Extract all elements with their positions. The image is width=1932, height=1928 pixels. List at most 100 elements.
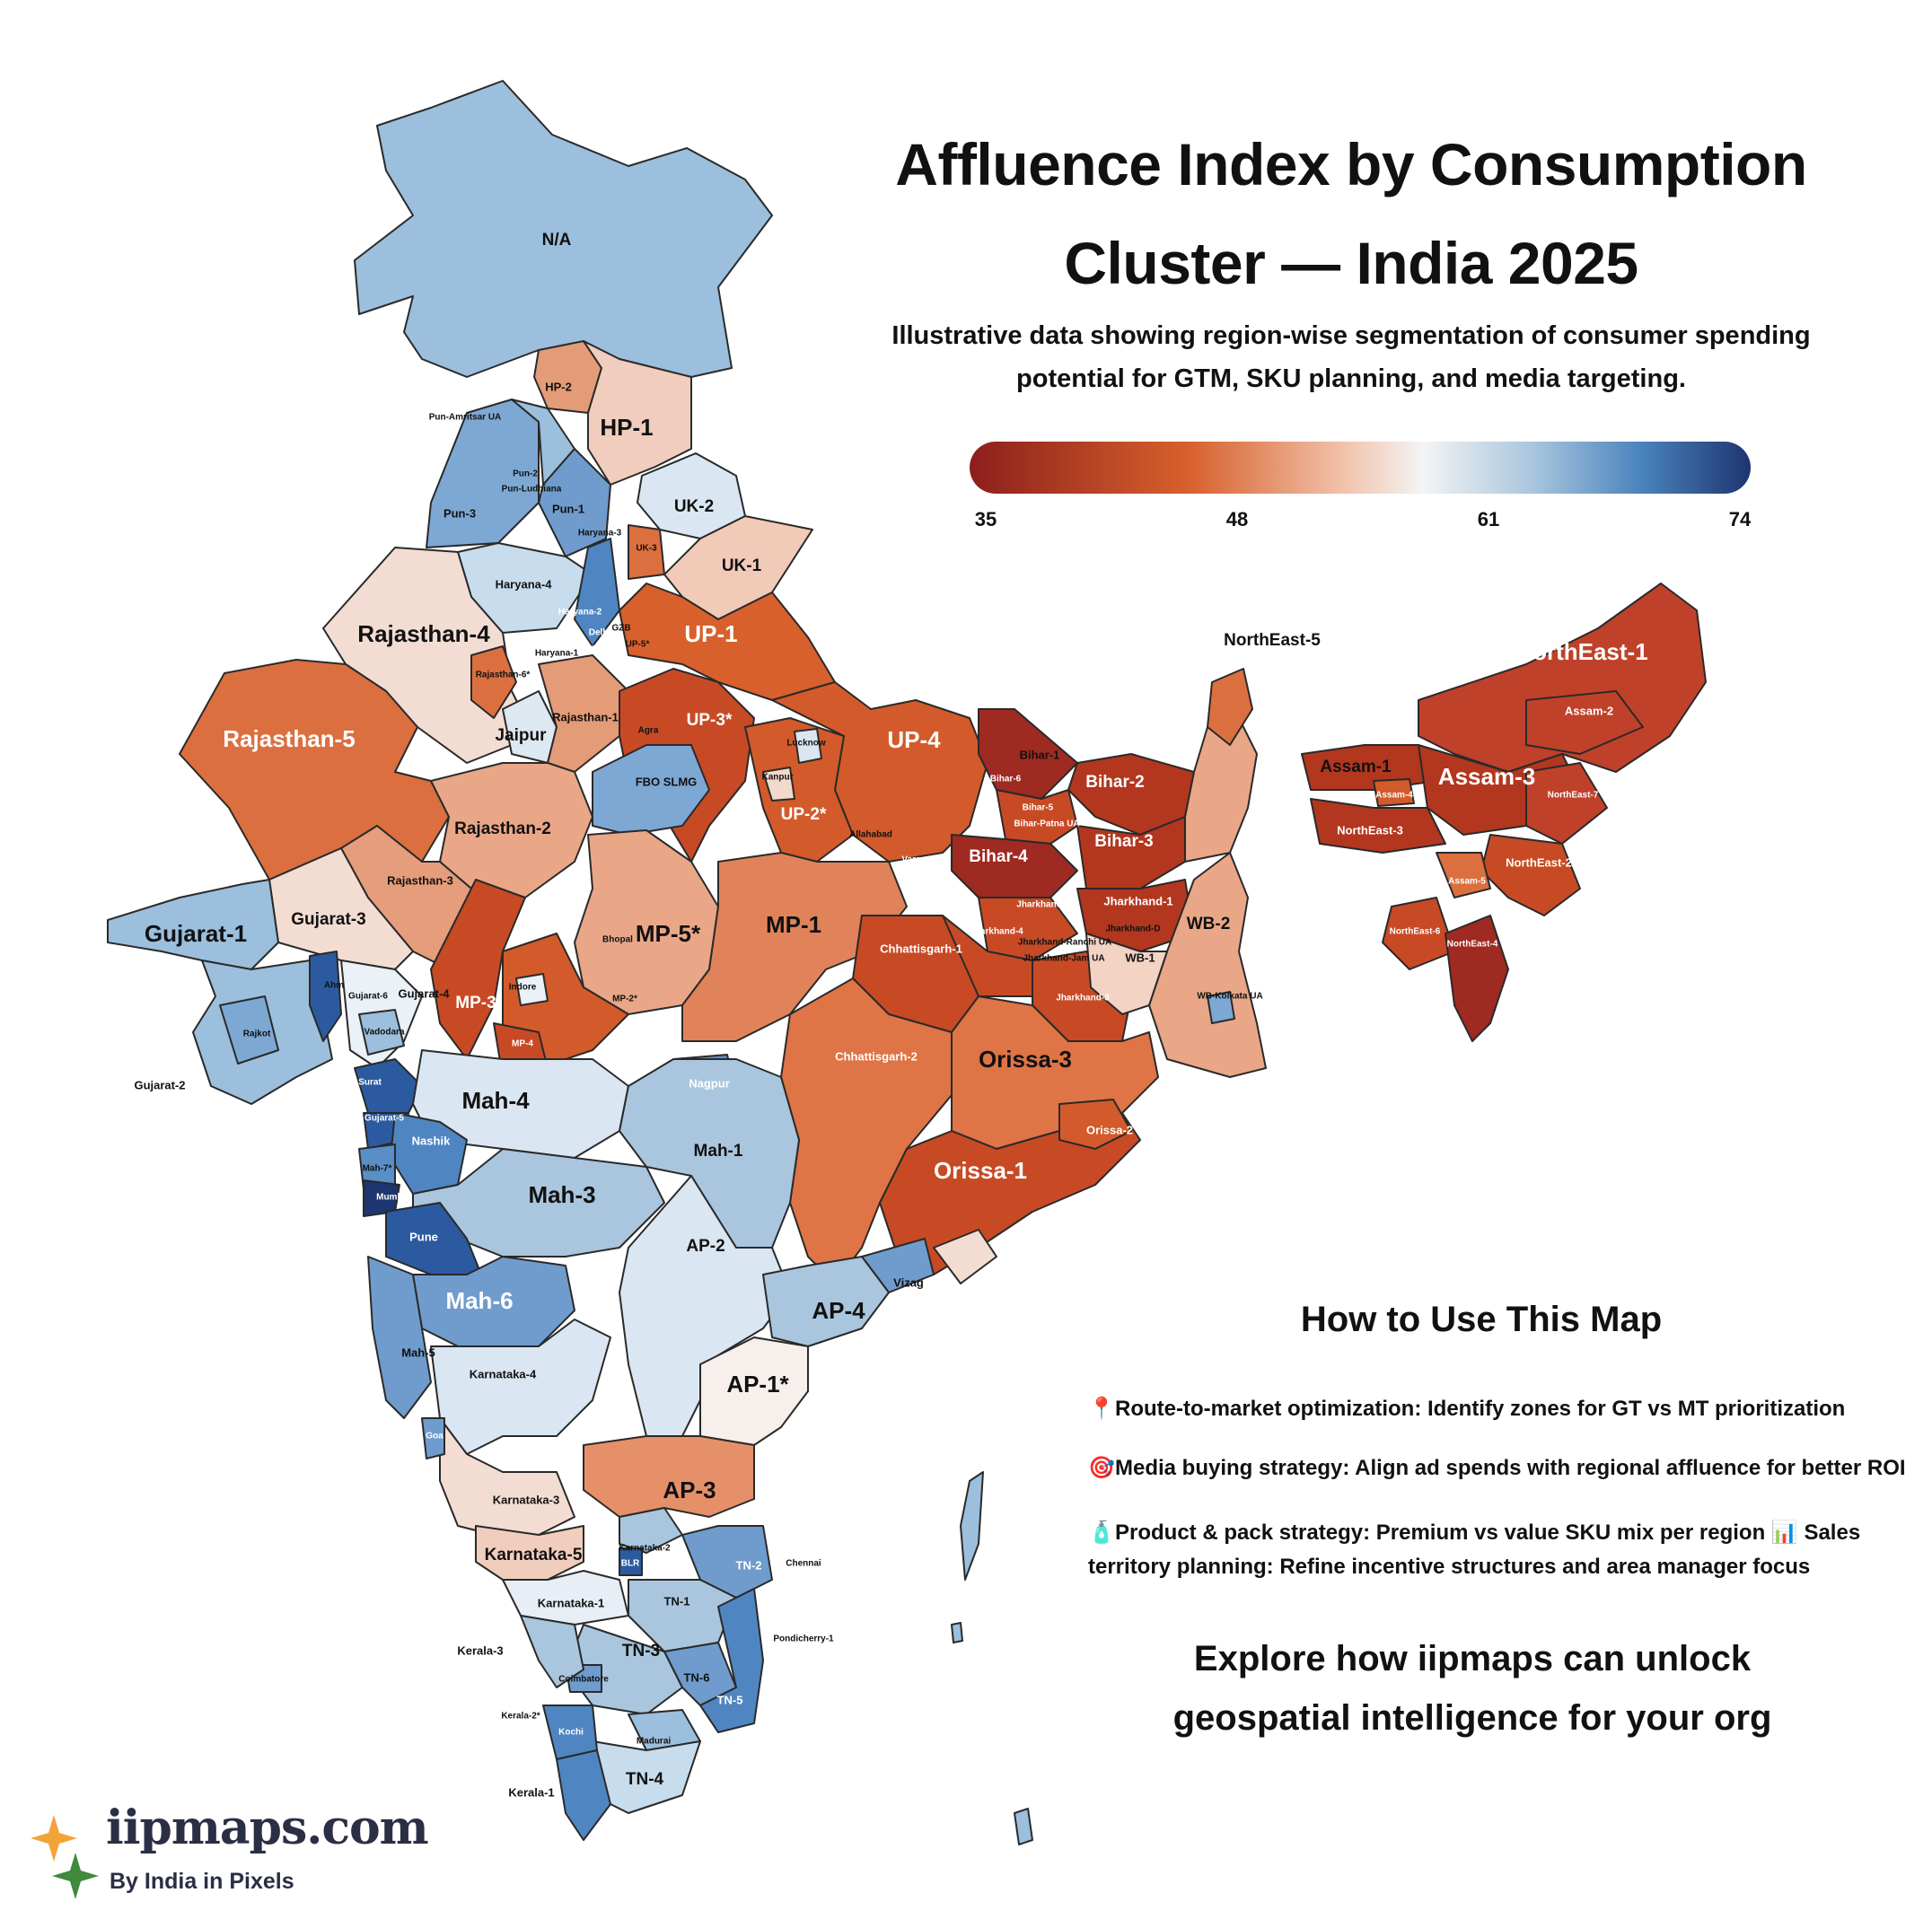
label-ahm: Ahm [324,981,344,991]
label-bihar6: Bihar-6 [990,775,1022,784]
label-gzb: GZB [611,624,630,634]
how-to-use-heading: How to Use This Map [1300,1300,1663,1339]
region-assam-5[interactable] [1436,852,1491,898]
label-ne2: NorthEast-2 [1506,855,1572,869]
label-chennai: Chennai [786,1559,821,1569]
region-bihar-4[interactable] [951,834,1078,898]
region-karnataka-3[interactable] [439,1417,575,1536]
label-mah4: Mah-4 [461,1087,530,1114]
label-haryana2: Haryana-2 [558,608,602,618]
label-hp1: HP-1 [600,414,653,441]
label-allahabad: Allahabad [849,830,892,840]
region-gujarat-1[interactable] [107,879,279,970]
region-ap-4[interactable] [762,1256,890,1347]
label-up2: UP-2* [781,805,827,824]
region-hp-1[interactable] [583,340,692,486]
label-assam2: Assam-2 [1565,704,1613,717]
label-mp1: MP-1 [766,911,821,938]
label-kerala2: Kerala-2* [501,1712,540,1722]
region-bihar-5[interactable] [996,789,1078,845]
label-ne4: NorthEast-4 [1447,940,1498,950]
label-madurai: Madurai [637,1737,672,1747]
label-fbo: FBO SLMG [636,775,698,788]
label-wb2: WB-2 [1187,915,1231,933]
label-pune: Pune [409,1230,438,1243]
region-mp-1[interactable] [681,852,908,1042]
label-kerala3: Kerala-3 [457,1643,503,1657]
label-hp2: HP-2 [545,380,572,393]
region-rajasthan-1[interactable] [538,654,629,773]
region-vadodara[interactable] [358,1009,405,1056]
how-to-use-text-3: Product & pack strategy: Premium vs valu… [1088,1520,1861,1579]
label-bihar4: Bihar-4 [969,847,1028,866]
region-karnataka-5[interactable] [475,1525,584,1581]
label-assam1: Assam-1 [1320,758,1392,776]
region-ahm[interactable] [309,951,342,1042]
label-jaipur: Jaipur [495,726,547,745]
region-northeast-3[interactable] [1310,798,1446,854]
region-fbo-slmg[interactable] [592,744,710,836]
label-guj5: Gujarat-5 [364,1114,404,1124]
region-wb-kolkata[interactable] [1207,991,1235,1024]
region-rajkot[interactable] [219,995,279,1065]
label-vizag: Vizag [893,1275,924,1289]
region-ap-3[interactable] [583,1435,755,1518]
region-northeast-7[interactable] [1525,762,1608,845]
region-indore[interactable] [515,973,549,1006]
region-tn-5[interactable] [699,1588,764,1733]
region-assam-4[interactable] [1373,778,1415,807]
label-lucknow: Lucknow [786,739,826,749]
label-up5: UP-5* [626,640,650,650]
how-to-use-text-1: Route-to-market optimization: Identify z… [1115,1397,1846,1421]
region-northeast-5[interactable] [1207,668,1253,746]
pin-icon: 📍 [1088,1397,1115,1421]
region-blr[interactable] [619,1547,643,1576]
region-northeast-2[interactable] [1480,834,1581,916]
orange-star-icon [31,1815,77,1862]
region-lucknow[interactable] [794,728,822,764]
region-islands-andaman-2[interactable] [951,1622,963,1643]
brand-star-icon [31,1815,99,1899]
region-pun-1[interactable] [538,448,611,557]
region-rajasthan-6[interactable] [470,645,517,719]
label-assam5: Assam-5 [1448,877,1486,887]
region-up-2[interactable] [744,717,854,863]
region-wb-1[interactable] [1085,933,1168,1015]
region-kerala-1[interactable] [556,1749,611,1841]
label-ap3: AP-3 [663,1477,716,1503]
region-goa[interactable] [421,1417,445,1459]
label-pun3: Pun-3 [443,506,476,520]
label-assam3: Assam-3 [1438,763,1535,790]
region-northeast-6[interactable] [1382,897,1455,970]
label-rajkot: Rajkot [243,1030,271,1039]
region-mah-1[interactable] [619,1058,800,1249]
region-mah-5[interactable] [367,1256,432,1419]
label-pun-amritsar: Pun-Amritsar UA [429,413,502,423]
region-islands-andaman[interactable] [960,1471,984,1581]
region-gujarat-3[interactable] [268,847,414,970]
label-mp2: MP-2* [612,995,637,1004]
region-rajasthan-2[interactable] [430,762,593,898]
region-assam-2[interactable] [1525,690,1644,755]
label-mah7: Mah-7* [363,1164,392,1174]
region-na[interactable] [354,80,773,378]
region-islands-nicobar[interactable] [1014,1808,1033,1845]
region-haryana-2[interactable] [574,538,620,647]
label-ap2: AP-2 [686,1237,724,1256]
label-raj4: Rajasthan-4 [357,620,490,647]
region-kerala-3[interactable] [520,1615,584,1688]
region-northeast-4[interactable] [1445,915,1509,1042]
region-jharkhand-2[interactable] [978,897,1078,961]
label-kochi: Kochi [558,1728,584,1738]
region-mah-6[interactable] [412,1256,575,1352]
region-karnataka-2[interactable] [619,1507,683,1554]
page-subtitle: Illustrative data showing region-wise se… [891,321,1811,393]
label-up3: UP-3* [687,711,733,730]
region-kanpur[interactable] [762,767,795,802]
brand-name[interactable]: iipmaps.com [106,1801,429,1855]
region-orissa-2[interactable] [1058,1099,1132,1150]
label-jh-ranchi: Jharkhand-Ranchi UA [1018,938,1111,948]
region-wb-north[interactable] [1184,717,1258,863]
region-up-1[interactable] [619,583,836,701]
region-orissa-south[interactable] [933,1229,997,1284]
